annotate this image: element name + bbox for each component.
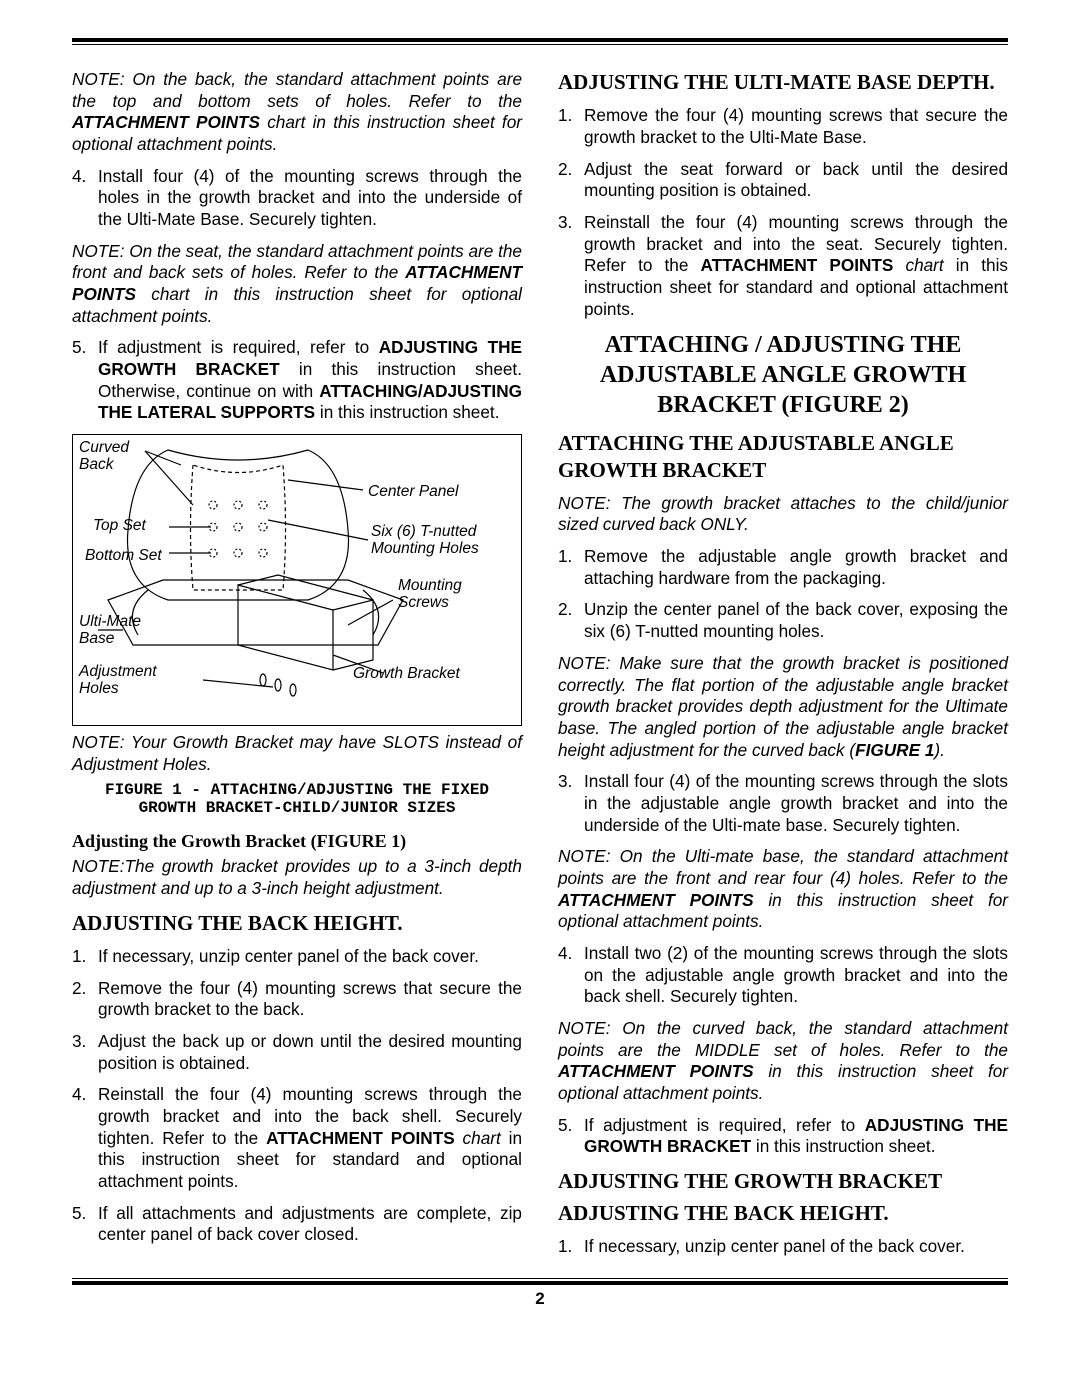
main-heading: ATTACHING / ADJUSTING THE ADJUSTABLE ANG… <box>558 330 1008 420</box>
label-adjustment-holes: Adjustment Holes <box>79 663 157 697</box>
list-item: 4. Reinstall the four (4) mounting screw… <box>72 1084 522 1192</box>
heading-adjusting-back-height: ADJUSTING THE BACK HEIGHT. <box>72 910 522 936</box>
attach-steps-list-4: 5. If adjustment is required, refer to A… <box>558 1115 1008 1158</box>
note-back-attachment: NOTE: On the back, the standard attachme… <box>72 69 522 156</box>
attach-steps-list-3: 4.Install two (2) of the mounting screws… <box>558 943 1008 1008</box>
bottom-rule <box>72 1278 1008 1285</box>
note-child-junior: NOTE: The growth bracket attaches to the… <box>558 493 1008 536</box>
list-item: 2.Adjust the seat forward or back until … <box>558 159 1008 202</box>
list-item: 1.Remove the adjustable angle growth bra… <box>558 546 1008 589</box>
text: chart in this instruction sheet for opti… <box>72 284 522 326</box>
list-item: 1.If necessary, unzip center panel of th… <box>72 946 522 968</box>
label-mounting-screws: Mounting Screws <box>398 577 462 611</box>
step-text: Install four (4) of the mounting screws … <box>98 166 522 231</box>
note-curved-back: NOTE: On the curved back, the standard a… <box>558 1018 1008 1105</box>
figure-caption: FIGURE 1 - ATTACHING/ADJUSTING THE FIXED… <box>72 781 522 817</box>
attach-steps-list-2: 3.Install four (4) of the mounting screw… <box>558 771 1008 836</box>
label-center-panel: Center Panel <box>368 483 458 500</box>
step-4: 4. Install four (4) of the mounting scre… <box>72 166 522 231</box>
text-bold: ATTACHMENT POINTS <box>72 112 260 132</box>
label-growth-bracket: Growth Bracket <box>353 665 460 682</box>
heading-adj-back-height-2: ADJUSTING THE BACK HEIGHT. <box>558 1200 1008 1226</box>
two-column-layout: NOTE: On the back, the standard attachme… <box>72 69 1008 1268</box>
label-ulti-base: Ulti-Mate Base <box>79 613 141 647</box>
figure-note: NOTE: Your Growth Bracket may have SLOTS… <box>72 732 522 775</box>
list-item: 2.Unzip the center panel of the back cov… <box>558 599 1008 642</box>
list-item: 3. Reinstall the four (4) mounting screw… <box>558 212 1008 320</box>
note-ulti-base: NOTE: On the Ulti-mate base, the standar… <box>558 846 1008 933</box>
heading-attaching-adj-angle: ATTACHING THE ADJUSTABLE ANGLE GROWTH BR… <box>558 430 1008 483</box>
note-position: NOTE: Make sure that the growth bracket … <box>558 653 1008 761</box>
label-bottom-set: Bottom Set <box>85 547 162 564</box>
heading-adj-growth-bracket: ADJUSTING THE GROWTH BRACKET <box>558 1168 1008 1194</box>
label-top-set: Top Set <box>93 517 146 534</box>
final-steps-list: 1.If necessary, unzip center panel of th… <box>558 1236 1008 1258</box>
step-number: 5. <box>72 337 98 424</box>
figure-1-diagram: Curved Back Center Panel Top Set Six (6)… <box>72 434 522 726</box>
step-text: If adjustment is required, refer to ADJU… <box>98 337 522 424</box>
list-item: 3.Adjust the back up or down until the d… <box>72 1031 522 1074</box>
list-item: 5. If adjustment is required, refer to A… <box>558 1115 1008 1158</box>
attach-steps-list: 1.Remove the adjustable angle growth bra… <box>558 546 1008 643</box>
back-steps-list: 1.If necessary, unzip center panel of th… <box>72 946 522 1246</box>
ulti-steps-list: 1.Remove the four (4) mounting screws th… <box>558 105 1008 320</box>
steps-list: 5. If adjustment is required, refer to A… <box>72 337 522 424</box>
step-number: 4. <box>72 166 98 231</box>
steps-list: 4. Install four (4) of the mounting scre… <box>72 166 522 231</box>
heading-ulti-depth: ADJUSTING THE ULTI-MATE BASE DEPTH. <box>558 69 1008 95</box>
right-column: ADJUSTING THE ULTI-MATE BASE DEPTH. 1.Re… <box>558 69 1008 1268</box>
list-item: 1.If necessary, unzip center panel of th… <box>558 1236 1008 1258</box>
note-seat-attachment: NOTE: On the seat, the standard attachme… <box>72 241 522 328</box>
step-5: 5. If adjustment is required, refer to A… <box>72 337 522 424</box>
list-item: 4.Install two (2) of the mounting screws… <box>558 943 1008 1008</box>
list-item: 3.Install four (4) of the mounting screw… <box>558 771 1008 836</box>
list-item: 5.If all attachments and adjustments are… <box>72 1203 522 1246</box>
label-curved-back: Curved Back <box>79 439 129 473</box>
top-rule <box>72 38 1008 45</box>
list-item: 1.Remove the four (4) mounting screws th… <box>558 105 1008 148</box>
list-item: 2.Remove the four (4) mounting screws th… <box>72 978 522 1021</box>
text: NOTE: On the back, the standard attachme… <box>72 69 522 111</box>
page-number: 2 <box>72 1289 1008 1309</box>
left-column: NOTE: On the back, the standard attachme… <box>72 69 522 1268</box>
label-six-holes: Six (6) T-nutted Mounting Holes <box>371 523 479 557</box>
heading-adjusting-growth: Adjusting the Growth Bracket (FIGURE 1) <box>72 831 522 852</box>
note-growth-depth: NOTE:The growth bracket provides up to a… <box>72 856 522 899</box>
